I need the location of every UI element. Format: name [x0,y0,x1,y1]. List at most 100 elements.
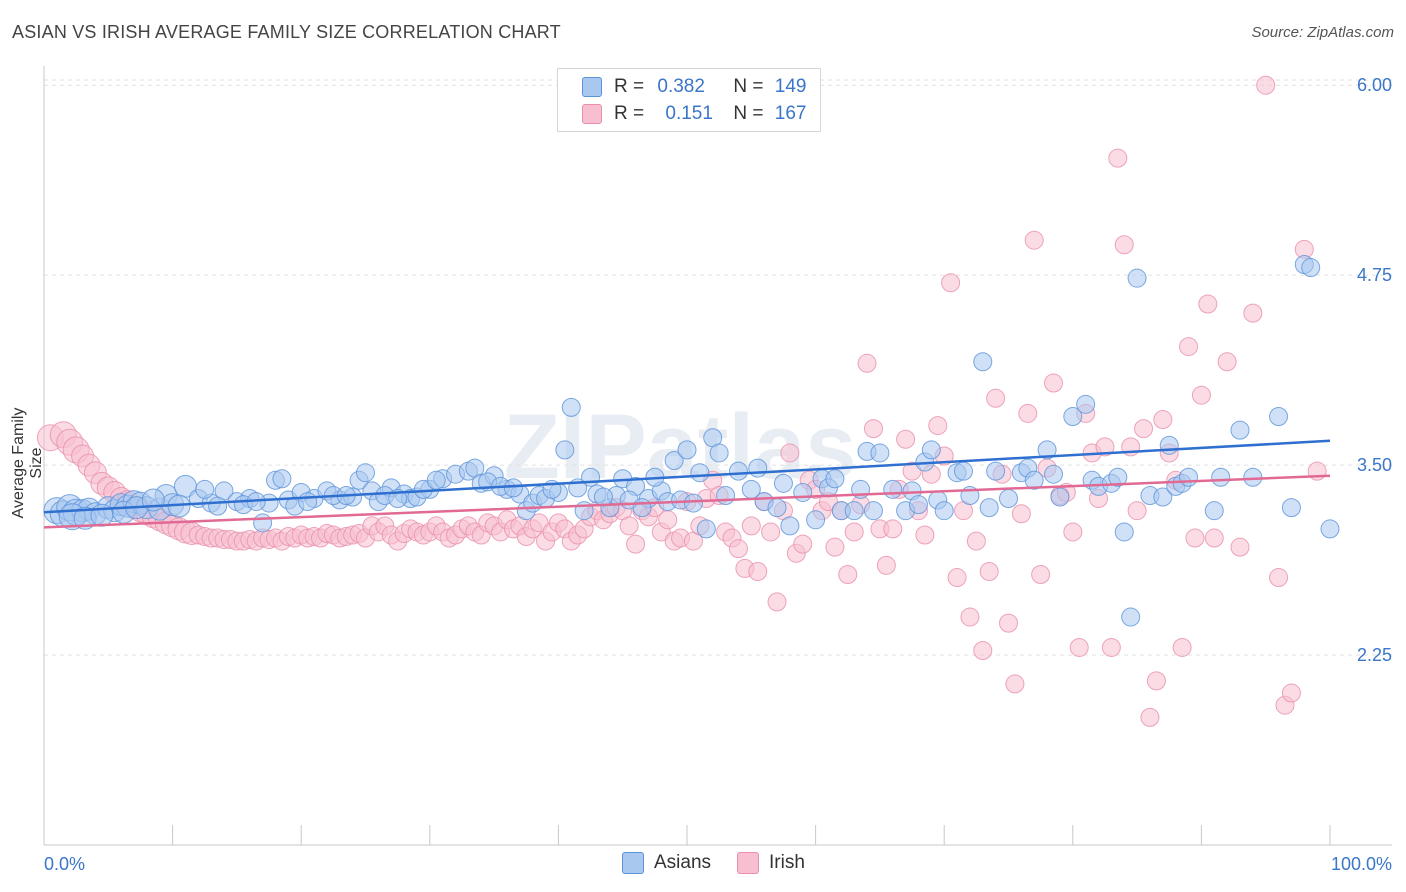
irish-swatch [582,104,602,124]
irish-point [728,539,748,559]
irish-point [1217,352,1237,372]
irish-point [1069,637,1089,657]
asian-point [677,440,697,460]
irish-point [1134,419,1154,439]
irish-point [1024,230,1044,250]
irish-point [1114,235,1134,255]
irish-point [1011,504,1031,524]
asian-point [908,495,928,515]
irish-point [1101,637,1121,657]
asian-point [208,496,228,516]
asian-point [825,469,845,489]
y-tick-label: 6.00 [1357,75,1392,95]
irish-point [928,416,948,436]
asian-point [806,510,826,530]
x-tick-label: 100.0% [1331,854,1392,874]
irish-point [658,510,678,530]
irish-point [1198,294,1218,314]
trend-lines [43,439,1331,529]
legend-r-label: R = [614,103,645,124]
irish-point [979,561,999,581]
irish-point [999,613,1018,633]
irish-point [619,516,639,536]
legend-item-asians[interactable]: Asians [622,852,711,874]
asian-point [1076,394,1096,414]
irish-series [36,75,1327,727]
asian-point [272,469,292,489]
irish-trend-line [43,474,1331,529]
irish-point [1044,373,1064,393]
irish-point [883,519,903,539]
asian-point [426,470,446,490]
asian-point [1204,501,1224,521]
irish-point [1256,75,1276,95]
irish-point [876,555,896,575]
irish-point [1153,410,1173,430]
irish-point [960,607,980,627]
irish-point [1172,637,1192,657]
irish-point [767,592,787,612]
asian-point [1044,464,1064,484]
asian-point [844,501,864,521]
irish-point [1018,403,1038,423]
asian-point [503,478,523,498]
irish-point [780,443,800,463]
asian-point [632,498,652,518]
irish-point [1191,385,1211,405]
irish-point [941,273,961,293]
asian-point [1063,406,1083,426]
asian-point [999,489,1018,509]
asian-point [921,440,941,460]
asian-point [593,487,613,507]
legend-row-asians: R = 0.382 N = 149 [582,74,806,100]
asian-point [1037,440,1057,460]
grid-lines [44,79,1392,656]
asian-point [1320,519,1340,539]
asian-trend-line [43,439,1331,514]
irish-point [896,429,916,449]
legend-n-value: 149 [774,76,807,97]
asian-point [863,501,883,521]
asian-point [690,463,710,483]
asian-point [1243,467,1263,487]
irish-point [844,522,864,542]
asian-point [1121,607,1141,627]
asian-point [986,461,1006,481]
irish-point [1127,501,1147,521]
asian-point [973,352,993,372]
series-legend: Asians Irish [622,852,831,874]
irish-point [902,461,922,481]
asian-point [870,443,890,463]
asian-point [728,461,748,481]
asian-point [1050,487,1070,507]
legend-label-irish: Irish [769,852,805,873]
asian-legend-swatch [622,852,644,874]
irish-point [1108,148,1128,168]
irish-point [973,640,993,660]
asian-point [298,492,318,512]
y-tick-label: 4.75 [1357,265,1392,285]
irish-point [1146,671,1166,691]
asian-point [664,451,684,471]
asian-point [979,498,999,518]
legend-item-irish[interactable]: Irish [737,852,805,874]
asian-point [953,461,973,481]
asian-point [683,493,703,513]
irish-point [1031,565,1051,585]
asian-swatch [582,77,602,97]
irish-point [1269,568,1289,588]
y-tick-label: 2.25 [1357,645,1392,665]
tick-labels: 2.25 3.50 4.75 6.00 0.0% 100.0% [44,75,1392,874]
asian-point [1230,420,1250,440]
irish-point [838,565,858,585]
irish-point [529,513,549,533]
asian-point [1108,467,1128,487]
irish-point [1185,528,1205,548]
asian-point [934,501,954,521]
asian-point [748,458,768,478]
legend-label-asians: Asians [654,852,712,873]
asian-point [1127,268,1147,288]
asian-point [696,519,716,539]
asian-point [1281,498,1301,518]
